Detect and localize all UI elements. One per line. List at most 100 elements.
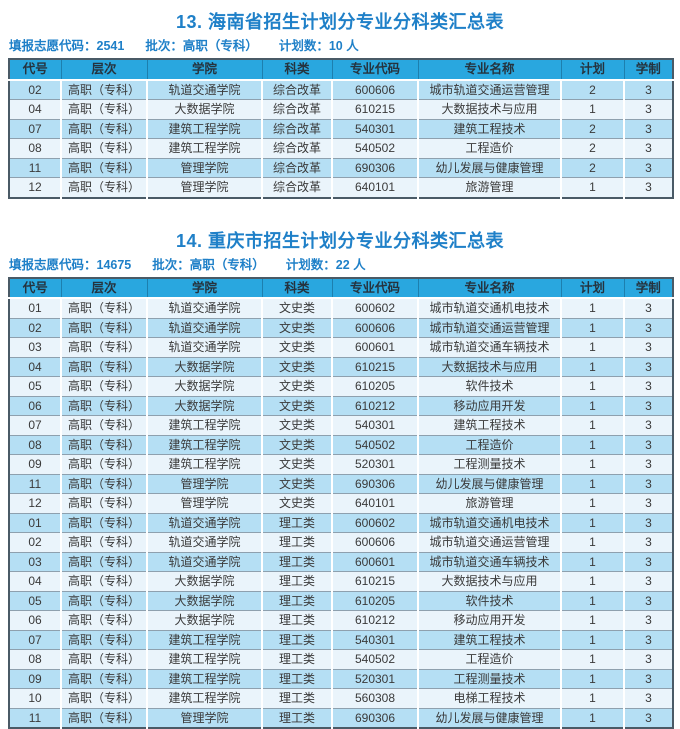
table-cell: 07 bbox=[9, 119, 61, 139]
table-cell: 600606 bbox=[332, 533, 418, 553]
table-cell: 高职（专科） bbox=[61, 416, 147, 436]
table-cell: 610212 bbox=[332, 611, 418, 631]
table-cell: 城市轨道交通运营管理 bbox=[418, 318, 561, 338]
table-cell: 城市轨道交通车辆技术 bbox=[418, 552, 561, 572]
table-cell: 高职（专科） bbox=[61, 630, 147, 650]
plan-count-hainan: 计划数：10 人 bbox=[279, 38, 359, 54]
table-cell: 04 bbox=[9, 572, 61, 592]
table-cell: 1 bbox=[561, 455, 624, 475]
table-cell: 理工类 bbox=[262, 533, 332, 553]
table-cell: 城市轨道交通机电技术 bbox=[418, 298, 561, 318]
table-cell: 理工类 bbox=[262, 611, 332, 631]
table-cell: 高职（专科） bbox=[61, 396, 147, 416]
table-cell: 02 bbox=[9, 318, 61, 338]
table-cell: 610212 bbox=[332, 396, 418, 416]
table-cell: 1 bbox=[561, 338, 624, 358]
table-cell: 文史类 bbox=[262, 455, 332, 475]
table-cell: 理工类 bbox=[262, 513, 332, 533]
table-cell: 轨道交通学院 bbox=[147, 298, 262, 318]
table-cell: 理工类 bbox=[262, 669, 332, 689]
table-cell: 3 bbox=[624, 611, 673, 631]
table-cell: 600602 bbox=[332, 513, 418, 533]
table-cell: 3 bbox=[624, 572, 673, 592]
table-cell: 2 bbox=[561, 158, 624, 178]
table-cell: 09 bbox=[9, 669, 61, 689]
table-cell: 高职（专科） bbox=[61, 708, 147, 728]
table-cell: 高职（专科） bbox=[61, 552, 147, 572]
table-cell: 540502 bbox=[332, 435, 418, 455]
table-cell: 520301 bbox=[332, 669, 418, 689]
table-cell: 1 bbox=[561, 552, 624, 572]
column-header: 层次 bbox=[61, 278, 147, 299]
column-header: 科类 bbox=[262, 59, 332, 80]
table-cell: 11 bbox=[9, 708, 61, 728]
table-cell: 轨道交通学院 bbox=[147, 513, 262, 533]
table-cell: 高职（专科） bbox=[61, 572, 147, 592]
table-cell: 08 bbox=[9, 435, 61, 455]
table-cell: 建筑工程学院 bbox=[147, 650, 262, 670]
table-cell: 大数据技术与应用 bbox=[418, 572, 561, 592]
table-cell: 文史类 bbox=[262, 377, 332, 397]
table-cell: 1 bbox=[561, 513, 624, 533]
column-header: 专业名称 bbox=[418, 59, 561, 80]
table-cell: 建筑工程学院 bbox=[147, 435, 262, 455]
table-cell: 高职（专科） bbox=[61, 533, 147, 553]
column-header: 学院 bbox=[147, 59, 262, 80]
header-row: 代号层次学院科类专业代码专业名称计划学制 bbox=[9, 278, 673, 299]
table-cell: 软件技术 bbox=[418, 377, 561, 397]
table-cell: 1 bbox=[561, 494, 624, 514]
table-cell: 10 bbox=[9, 689, 61, 709]
table-cell: 建筑工程技术 bbox=[418, 119, 561, 139]
table-cell: 高职（专科） bbox=[61, 178, 147, 198]
table-cell: 高职（专科） bbox=[61, 80, 147, 100]
table-cell: 高职（专科） bbox=[61, 298, 147, 318]
table-cell: 690306 bbox=[332, 708, 418, 728]
table-cell: 轨道交通学院 bbox=[147, 552, 262, 572]
table-cell: 1 bbox=[561, 669, 624, 689]
table-cell: 建筑工程学院 bbox=[147, 416, 262, 436]
table-cell: 城市轨道交通运营管理 bbox=[418, 533, 561, 553]
table-cell: 综合改革 bbox=[262, 158, 332, 178]
table-cell: 高职（专科） bbox=[61, 650, 147, 670]
table-cell: 1 bbox=[561, 298, 624, 318]
table-cell: 540301 bbox=[332, 630, 418, 650]
column-header: 计划 bbox=[561, 278, 624, 299]
table-cell: 高职（专科） bbox=[61, 591, 147, 611]
table-cell: 07 bbox=[9, 416, 61, 436]
table-cell: 轨道交通学院 bbox=[147, 80, 262, 100]
table-cell: 管理学院 bbox=[147, 494, 262, 514]
table-cell: 3 bbox=[624, 100, 673, 120]
table-cell: 1 bbox=[561, 416, 624, 436]
table-cell: 理工类 bbox=[262, 591, 332, 611]
table-cell: 690306 bbox=[332, 158, 418, 178]
table-cell: 3 bbox=[624, 318, 673, 338]
table-cell: 540301 bbox=[332, 119, 418, 139]
table-cell: 01 bbox=[9, 513, 61, 533]
table-cell: 04 bbox=[9, 357, 61, 377]
table-cell: 软件技术 bbox=[418, 591, 561, 611]
table-cell: 1 bbox=[561, 435, 624, 455]
table-cell: 管理学院 bbox=[147, 178, 262, 198]
table-cell: 3 bbox=[624, 377, 673, 397]
table-cell: 3 bbox=[624, 396, 673, 416]
table-cell: 05 bbox=[9, 377, 61, 397]
column-header: 学制 bbox=[624, 278, 673, 299]
header-row: 代号层次学院科类专业代码专业名称计划学制 bbox=[9, 59, 673, 80]
table-cell: 高职（专科） bbox=[61, 318, 147, 338]
table-cell: 建筑工程技术 bbox=[418, 416, 561, 436]
table-cell: 文史类 bbox=[262, 416, 332, 436]
table-cell: 管理学院 bbox=[147, 708, 262, 728]
column-header: 学院 bbox=[147, 278, 262, 299]
table-cell: 600602 bbox=[332, 298, 418, 318]
table-cell: 建筑工程学院 bbox=[147, 139, 262, 159]
